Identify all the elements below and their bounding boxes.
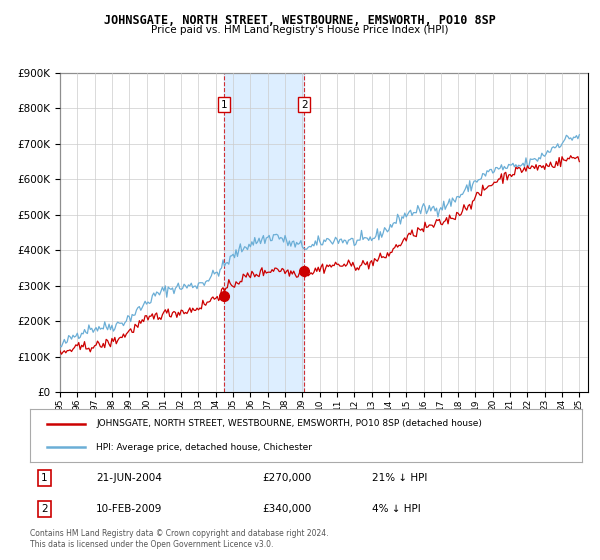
Text: 21% ↓ HPI: 21% ↓ HPI [372,473,428,483]
Text: 21-JUN-2004: 21-JUN-2004 [96,473,162,483]
Text: 1: 1 [41,473,47,483]
Text: Contains HM Land Registry data © Crown copyright and database right 2024.
This d: Contains HM Land Registry data © Crown c… [30,529,329,549]
Text: HPI: Average price, detached house, Chichester: HPI: Average price, detached house, Chic… [96,442,312,451]
Text: £340,000: £340,000 [262,504,311,514]
Text: 2: 2 [41,504,47,514]
Text: JOHNSGATE, NORTH STREET, WESTBOURNE, EMSWORTH, PO10 8SP: JOHNSGATE, NORTH STREET, WESTBOURNE, EMS… [104,14,496,27]
Text: JOHNSGATE, NORTH STREET, WESTBOURNE, EMSWORTH, PO10 8SP (detached house): JOHNSGATE, NORTH STREET, WESTBOURNE, EMS… [96,419,482,428]
Text: 1: 1 [221,100,227,110]
Text: £270,000: £270,000 [262,473,311,483]
Text: 10-FEB-2009: 10-FEB-2009 [96,504,163,514]
Text: 4% ↓ HPI: 4% ↓ HPI [372,504,421,514]
Text: Price paid vs. HM Land Registry's House Price Index (HPI): Price paid vs. HM Land Registry's House … [151,25,449,35]
Text: 2: 2 [301,100,308,110]
Bar [224,73,304,392]
